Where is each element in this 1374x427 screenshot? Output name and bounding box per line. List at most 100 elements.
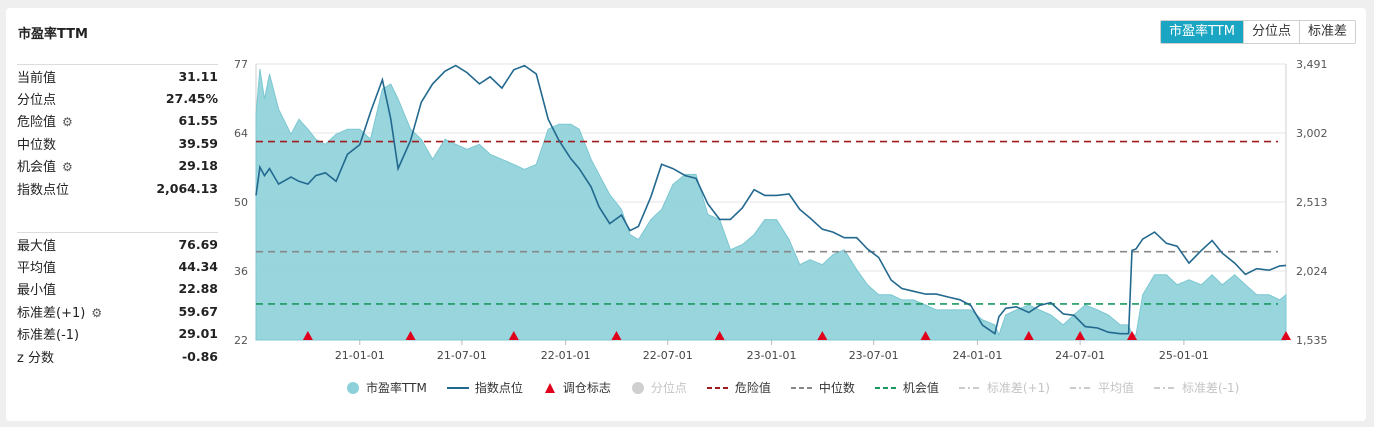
stat-value: 29.18	[178, 158, 218, 174]
stat-label-text: 中位数	[17, 137, 57, 153]
legend-label: 市盈率TTM	[366, 381, 427, 395]
tab-percentile[interactable]: 分位点	[1242, 21, 1299, 43]
gear-icon[interactable]: ⚙	[91, 305, 103, 320]
tab-pe-ttm[interactable]: 市盈率TTM	[1161, 21, 1243, 43]
stats-summary-bottom: 最大值 76.69 平均值 44.34 最小值 22.88 标准差(+1) ⚙ 59.67 标准差…	[17, 232, 218, 367]
rebalance-marker	[405, 331, 416, 340]
legend-label: 指数点位	[474, 381, 523, 395]
stat-label: 标准差(-1)	[17, 324, 79, 343]
legend-item[interactable]: 调仓标志	[543, 379, 611, 396]
x-tick-label: 21-01-01	[335, 349, 385, 360]
x-tick-label: 22-01-01	[541, 349, 591, 360]
legend-swatch	[1069, 386, 1092, 389]
gear-icon[interactable]: ⚙	[62, 160, 73, 175]
stat-label: 危险值 ⚙	[17, 111, 73, 130]
legend-item[interactable]: 中位数	[790, 379, 855, 396]
pe-ttm-area	[255, 68, 1287, 341]
rebalance-marker	[1075, 331, 1086, 340]
legend-label: 平均值	[1097, 381, 1134, 395]
legend-item[interactable]: 平均值	[1069, 379, 1134, 396]
stat-label: 最小值	[17, 279, 56, 298]
legend-label: 危险值	[734, 381, 771, 395]
legend-item[interactable]: 分位点	[631, 379, 687, 396]
rebalance-marker	[302, 331, 313, 340]
legend-item[interactable]: 标准差(-1)	[1153, 379, 1240, 396]
stat-row: 当前值 31.11	[17, 65, 218, 87]
stat-value: 44.34	[178, 259, 218, 275]
rebalance-marker	[817, 331, 828, 340]
stat-value: -0.86	[181, 348, 218, 364]
rebalance-marker	[1023, 331, 1034, 340]
y-right-tick-label: 3,002	[1296, 127, 1328, 140]
x-tick-label: 25-01-01	[1159, 349, 1209, 360]
rebalance-marker	[1127, 331, 1138, 340]
stat-label: 最大值	[17, 235, 56, 254]
legend-item[interactable]: 指数点位	[446, 379, 523, 396]
stat-label: 指数点位	[17, 179, 69, 198]
y-right-tick-label: 1,535	[1296, 334, 1328, 347]
legend-item[interactable]: 标准差(+1)	[958, 379, 1050, 396]
legend-label: 机会值	[902, 381, 939, 395]
y-left-tick-label: 36	[234, 265, 248, 278]
stat-row: 最大值 76.69	[17, 233, 218, 255]
stat-row: 指数点位 2,064.13	[17, 177, 218, 199]
stat-value: 2,064.13	[156, 180, 218, 196]
legend-swatch	[347, 381, 359, 394]
stat-label-text: 分位点	[17, 93, 57, 109]
stat-label-text: 当前值	[17, 70, 57, 86]
y-left-tick-label: 50	[234, 196, 248, 209]
stat-label-text: 最大值	[17, 238, 57, 254]
legend-item[interactable]: 机会值	[874, 379, 939, 396]
stat-label: z 分数	[17, 347, 54, 366]
y-right-tick-label: 2,513	[1296, 196, 1328, 209]
y-right-tick-label: 3,491	[1296, 60, 1328, 71]
stat-label-text: 标准差(-1)	[17, 328, 80, 344]
stat-value: 39.59	[178, 135, 218, 151]
stat-label: 分位点	[17, 89, 56, 108]
tab-std-dev[interactable]: 标准差	[1298, 21, 1355, 43]
stat-label: 中位数	[17, 134, 56, 153]
x-tick-label: 23-07-01	[849, 349, 899, 360]
legend-swatch	[790, 386, 813, 389]
gear-icon[interactable]: ⚙	[62, 115, 73, 130]
stat-value: 61.55	[178, 113, 218, 129]
stat-label: 当前值	[17, 67, 56, 86]
legend-swatch	[706, 386, 729, 389]
x-tick-label: 21-07-01	[437, 349, 487, 360]
stat-label-text: 指数点位	[17, 182, 70, 198]
stat-row: 中位数 39.59	[17, 132, 218, 154]
stats-summary-top: 当前值 31.11 分位点 27.45% 危险值 ⚙ 61.55 中位数 39.59 机会值 ⚙ 29…	[17, 64, 218, 199]
stat-label-text: z 分数	[17, 350, 54, 366]
rebalance-marker	[714, 331, 725, 340]
legend-swatch	[544, 382, 555, 393]
stat-label-text: 最小值	[17, 283, 57, 299]
stat-row: z 分数 -0.86	[17, 345, 218, 367]
rebalance-marker	[920, 331, 931, 340]
stat-label-text: 标准差(+1)	[17, 305, 86, 321]
chart-legend: 市盈率TTM 指数点位 调仓标志 分位点 危险值 中位数 机会值 标准差(+1) 平均值 标准差(…	[346, 379, 1259, 396]
legend-swatch	[958, 386, 981, 389]
stat-label-text: 平均值	[17, 261, 57, 277]
stat-row: 最小值 22.88	[17, 278, 218, 300]
stat-row: 平均值 44.34	[17, 255, 218, 277]
y-left-tick-label: 77	[234, 60, 248, 71]
legend-item[interactable]: 市盈率TTM	[346, 379, 427, 396]
index-line	[255, 64, 1287, 336]
legend-label: 标准差(+1)	[986, 381, 1050, 395]
stat-value: 22.88	[178, 281, 218, 297]
legend-swatch	[1153, 386, 1176, 389]
stat-label: 机会值 ⚙	[17, 156, 73, 175]
legend-label: 标准差(-1)	[1181, 381, 1240, 395]
valuation-card: 市盈率TTM 市盈率TTM 分位点 标准差 当前值 31.11 分位点 27.45% 危…	[6, 8, 1366, 421]
stat-label: 平均值	[17, 257, 56, 276]
stat-label-text: 机会值	[17, 160, 57, 176]
y-right-tick-label: 2,024	[1296, 265, 1328, 278]
legend-item[interactable]: 危险值	[706, 379, 771, 396]
legend-swatch	[874, 386, 897, 389]
rebalance-marker	[508, 331, 519, 340]
x-tick-label: 24-01-01	[952, 349, 1002, 360]
y-left-tick-label: 22	[234, 334, 248, 347]
stat-value: 27.45%	[165, 91, 218, 107]
x-tick-label: 22-07-01	[643, 349, 693, 360]
x-tick-label: 23-01-01	[747, 349, 797, 360]
